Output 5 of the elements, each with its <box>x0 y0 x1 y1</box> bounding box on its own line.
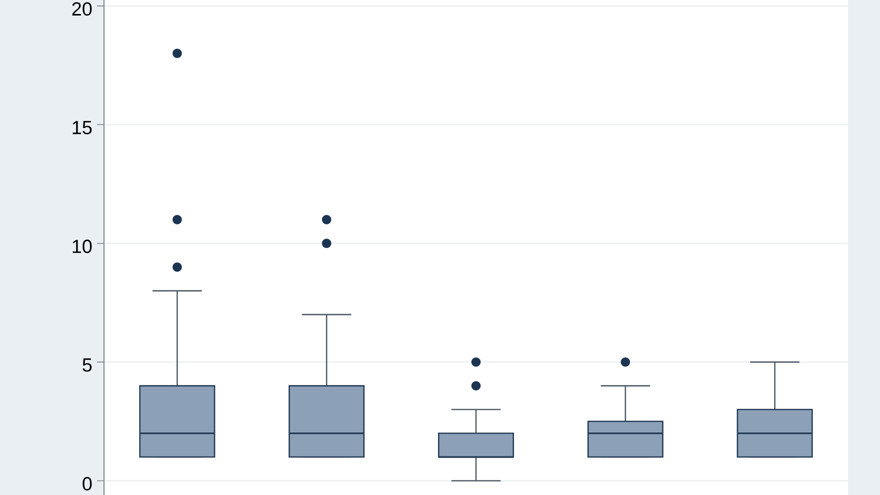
y-tick-label: 5 <box>82 358 92 372</box>
y-tick-label: 15 <box>72 121 92 134</box>
y-tick-label: 0 <box>82 477 92 490</box>
y-tick-label: 10 <box>72 240 92 254</box>
y-tick-label: 20 <box>72 2 92 16</box>
